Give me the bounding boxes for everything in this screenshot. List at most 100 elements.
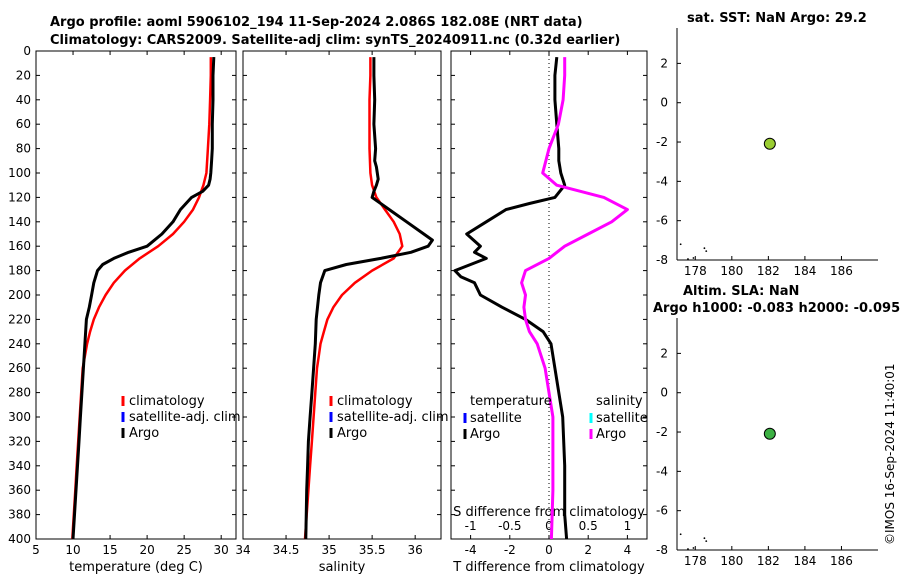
depth-tick-label: 140 bbox=[8, 215, 31, 229]
tdiff-xtick-label: -4 bbox=[465, 543, 477, 557]
sst-coast-dot bbox=[692, 257, 695, 259]
sla-xtick-label: 186 bbox=[830, 554, 853, 568]
sla-ytick-label: 2 bbox=[660, 346, 668, 360]
salinity-argo-line bbox=[304, 57, 434, 540]
sst-xtick-label: 180 bbox=[720, 264, 743, 278]
temperature-argo-line bbox=[71, 57, 216, 540]
sst-xtick-label: 178 bbox=[684, 264, 707, 278]
sst-ytick-label: 0 bbox=[660, 96, 668, 110]
depth-tick-label: 100 bbox=[8, 166, 31, 180]
salinity-xtick-label: 36 bbox=[408, 543, 423, 557]
sdiff-argo-line bbox=[520, 57, 629, 540]
sst-coast-dot bbox=[703, 247, 706, 250]
temperature-xlabel: temperature (deg C) bbox=[69, 560, 203, 575]
depth-tick-label: 20 bbox=[16, 68, 31, 82]
salinity-legend-label: satellite-adj. clim bbox=[337, 410, 449, 425]
sla-ytick-label: 0 bbox=[660, 386, 668, 400]
sst-coast-dot bbox=[705, 250, 708, 253]
sdiff-tick-label: 1 bbox=[624, 519, 632, 533]
sdiff-legend-label: Argo bbox=[596, 427, 626, 442]
sdiff-axis-label: S difference from climatology bbox=[453, 505, 645, 520]
tdiff-xlabel: T difference from climatology bbox=[452, 560, 645, 575]
temperature-legend-label: climatology bbox=[129, 394, 205, 409]
salinity-xtick-label: 35.5 bbox=[359, 543, 386, 557]
temperature-xtick-label: 25 bbox=[177, 543, 192, 557]
sdiff-legend-label: satellite bbox=[596, 411, 648, 426]
sla-coast-dot bbox=[692, 547, 695, 549]
sla-coast-dot bbox=[705, 540, 708, 543]
sst-ytick-label: 2 bbox=[660, 56, 668, 70]
depth-tick-label: 280 bbox=[8, 386, 31, 400]
sla-ytick-label: -6 bbox=[656, 504, 668, 518]
temperature-climatology-line bbox=[71, 57, 213, 540]
salinity-xlabel: salinity bbox=[319, 560, 366, 575]
figure-title-line1: Argo profile: aoml 5906102_194 11-Sep-20… bbox=[50, 15, 583, 30]
depth-tick-label: 160 bbox=[8, 239, 31, 253]
figure-title-line2: Climatology: CARS2009. Satellite-adj cli… bbox=[50, 33, 621, 48]
tdiff-xtick-label: 2 bbox=[584, 543, 592, 557]
salinity-climatology-line bbox=[303, 57, 404, 540]
salinity-legend-label: Argo bbox=[337, 426, 367, 441]
depth-tick-label: 80 bbox=[16, 142, 31, 156]
sdiff-legend-title: salinity bbox=[596, 394, 643, 409]
sdiff-tick-label: 0 bbox=[545, 519, 553, 533]
tdiff-xtick-label: -2 bbox=[504, 543, 516, 557]
temperature-panel-frame bbox=[35, 50, 237, 540]
depth-tick-label: 120 bbox=[8, 190, 31, 204]
depth-tick-label: 300 bbox=[8, 410, 31, 424]
sla-panel-title-line1: Altim. SLA: NaN bbox=[683, 284, 800, 299]
sst-ytick-label: -6 bbox=[656, 214, 668, 228]
tdiff-legend-title: temperature bbox=[470, 394, 552, 409]
sst-xtick-label: 184 bbox=[793, 264, 816, 278]
temperature-xtick-label: 15 bbox=[102, 543, 117, 557]
sst-coast-dot bbox=[687, 258, 689, 260]
depth-tick-label: 0 bbox=[23, 44, 31, 58]
depth-tick-label: 240 bbox=[8, 337, 31, 351]
sla-ytick-label: -2 bbox=[656, 425, 668, 439]
sst-coast-dot bbox=[679, 243, 682, 246]
temperature-legend-label: satellite-adj. clim bbox=[129, 410, 241, 425]
sla-xtick-label: 178 bbox=[684, 554, 707, 568]
depth-tick-label: 400 bbox=[8, 532, 31, 546]
tdiff-xtick-label: 0 bbox=[545, 543, 553, 557]
depth-tick-label: 320 bbox=[8, 434, 31, 448]
tdiff-legend-label: satellite bbox=[470, 411, 522, 426]
tdiff-argo-line bbox=[453, 56, 569, 540]
sla-coast-dot bbox=[687, 548, 689, 550]
sdiff-tick-label: -1 bbox=[465, 519, 477, 533]
sla-argo-marker bbox=[763, 427, 776, 440]
depth-tick-label: 60 bbox=[16, 117, 31, 131]
sdiff-tick-label: 0.5 bbox=[579, 519, 598, 533]
depth-tick-label: 40 bbox=[16, 93, 31, 107]
depth-tick-label: 380 bbox=[8, 508, 31, 522]
temperature-legend-label: Argo bbox=[129, 426, 159, 441]
salinity-xtick-label: 34.5 bbox=[273, 543, 300, 557]
sla-xtick-label: 180 bbox=[720, 554, 743, 568]
sst-argo-marker bbox=[763, 137, 776, 150]
sst-ytick-label: -8 bbox=[656, 253, 668, 267]
temperature-xtick-label: 5 bbox=[32, 543, 40, 557]
sst-xtick-label: 182 bbox=[757, 264, 780, 278]
sst-ytick-label: -2 bbox=[656, 135, 668, 149]
depth-tick-label: 220 bbox=[8, 312, 31, 326]
sla-ytick-label: -8 bbox=[656, 543, 668, 557]
salinity-legend-label: climatology bbox=[337, 394, 413, 409]
depth-tick-label: 260 bbox=[8, 361, 31, 375]
temperature-xtick-label: 30 bbox=[214, 543, 229, 557]
tdiff-legend-label: Argo bbox=[470, 427, 500, 442]
depth-tick-label: 180 bbox=[8, 264, 31, 278]
depth-tick-label: 340 bbox=[8, 459, 31, 473]
sla-coast-dot bbox=[703, 537, 706, 540]
sst-xtick-label: 186 bbox=[830, 264, 853, 278]
temperature-xtick-label: 20 bbox=[139, 543, 154, 557]
salinity-xtick-label: 35 bbox=[321, 543, 336, 557]
depth-tick-label: 200 bbox=[8, 288, 31, 302]
sdiff-tick-label: -0.5 bbox=[498, 519, 521, 533]
salinity-xtick-label: 34 bbox=[235, 543, 250, 557]
sla-panel-title-line2: Argo h1000: -0.083 h2000: -0.095 bbox=[653, 301, 900, 316]
sla-xtick-label: 182 bbox=[757, 554, 780, 568]
depth-tick-label: 360 bbox=[8, 483, 31, 497]
temperature-xtick-label: 10 bbox=[65, 543, 80, 557]
sla-ytick-label: -4 bbox=[656, 464, 668, 478]
